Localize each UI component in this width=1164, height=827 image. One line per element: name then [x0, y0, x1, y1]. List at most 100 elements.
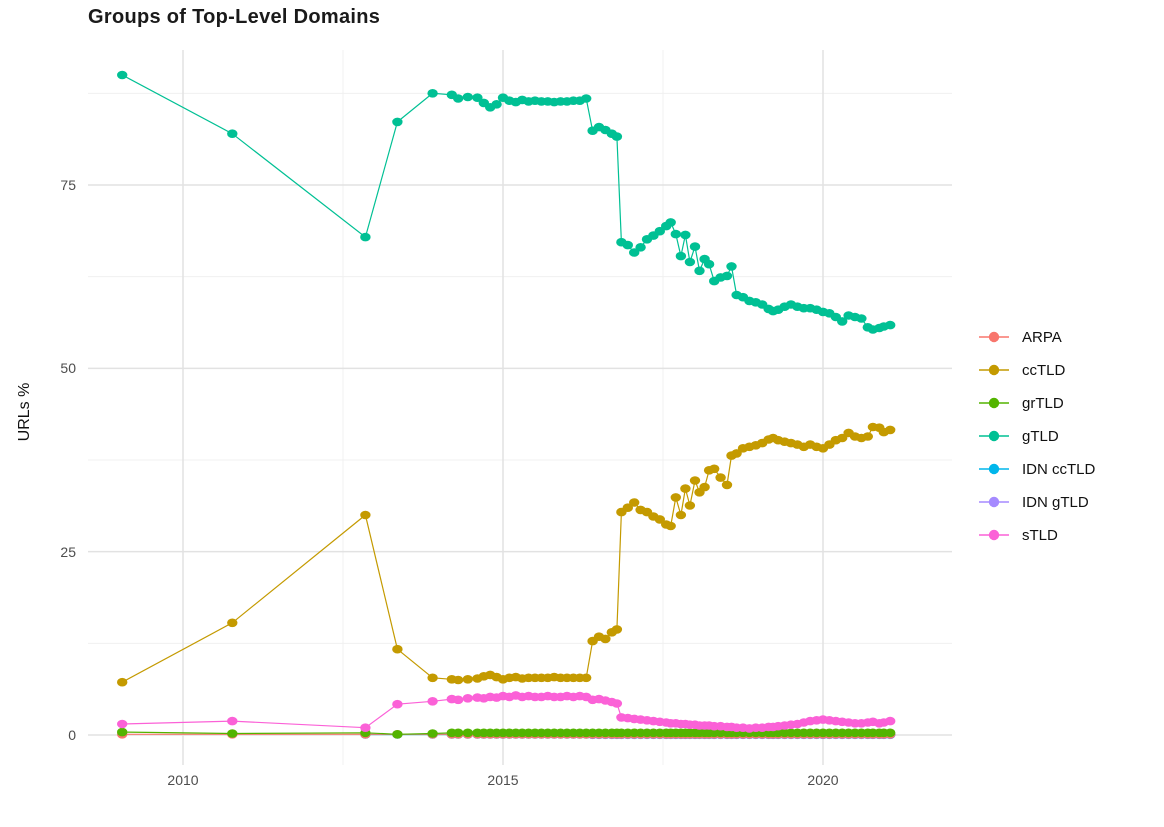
data-point	[885, 728, 896, 738]
legend-label: ccTLD	[1022, 361, 1066, 379]
data-point	[654, 226, 665, 236]
x-tick-label: 2015	[487, 772, 519, 788]
x-tick-label: 2020	[807, 772, 839, 788]
data-point	[117, 70, 128, 80]
data-point	[684, 501, 696, 510]
data-point	[227, 716, 238, 726]
legend-key-icon	[979, 397, 1009, 409]
data-point	[635, 243, 646, 252]
data-point	[670, 493, 681, 502]
legend: ARPA ccTLD grTLD gTLD IDN ccTLD	[978, 326, 1095, 546]
data-point	[665, 218, 676, 227]
legend-label: IDN ccTLD	[1022, 460, 1096, 478]
data-point	[856, 314, 867, 323]
y-tick-label: 0	[68, 727, 76, 743]
data-point	[453, 695, 464, 705]
data-point	[462, 92, 473, 102]
data-point	[427, 673, 438, 683]
legend-key-icon	[979, 364, 1009, 376]
data-point	[837, 317, 848, 326]
data-point	[462, 728, 473, 738]
data-point	[689, 242, 701, 251]
data-point	[427, 729, 438, 738]
data-point	[392, 699, 403, 709]
data-point	[731, 449, 742, 458]
data-point	[392, 730, 403, 739]
data-point	[611, 625, 623, 634]
legend-label: gTLD	[1022, 427, 1059, 445]
data-point	[453, 728, 464, 738]
legend-label: sTLD	[1022, 526, 1058, 544]
data-point	[360, 723, 371, 732]
data-point	[885, 320, 896, 330]
y-tick-label: 75	[60, 177, 76, 193]
data-point	[622, 503, 633, 512]
data-point	[227, 618, 238, 628]
data-point	[117, 727, 128, 737]
data-point	[862, 432, 873, 441]
legend-key-icon	[979, 496, 1009, 508]
data-point	[427, 697, 438, 706]
data-point	[721, 480, 733, 490]
data-point	[694, 266, 705, 276]
data-point	[709, 464, 720, 474]
data-point	[581, 673, 592, 683]
data-point	[360, 510, 371, 520]
y-tick-label: 25	[60, 543, 76, 560]
data-point	[472, 93, 483, 102]
data-point	[654, 515, 665, 524]
legend-item-gtld: gTLD	[978, 425, 1095, 447]
series-cctld	[117, 422, 896, 687]
x-tick-label: 2010	[167, 772, 199, 788]
legend-label: ARPA	[1022, 328, 1062, 346]
data-point	[117, 719, 128, 729]
series-stld	[117, 691, 896, 733]
data-point	[453, 675, 464, 685]
legend-item-idn-gtld: IDN gTLD	[978, 491, 1095, 513]
data-point	[622, 240, 633, 250]
data-point	[581, 94, 592, 103]
data-point	[726, 262, 737, 271]
chart-title: Groups of Top-Level Domains	[88, 6, 381, 28]
data-point	[675, 510, 687, 520]
data-point	[360, 232, 371, 242]
y-tick-label: 50	[60, 360, 76, 377]
data-point	[117, 677, 128, 687]
data-point	[680, 484, 691, 493]
data-point	[462, 675, 473, 684]
data-point	[629, 248, 640, 257]
data-point	[611, 132, 623, 141]
legend-item-arpa: ARPA	[978, 326, 1095, 348]
legend-key-icon	[979, 430, 1009, 442]
data-point	[670, 229, 681, 239]
data-point	[680, 230, 691, 240]
data-point	[885, 425, 896, 435]
data-point	[689, 476, 701, 485]
data-point	[227, 729, 238, 738]
series-grtld	[117, 727, 896, 739]
legend-item-stld: sTLD	[978, 524, 1095, 546]
data-point	[462, 694, 473, 703]
series-gtld	[117, 70, 896, 334]
legend-key-icon	[979, 331, 1009, 343]
data-point	[665, 521, 676, 531]
data-point	[427, 89, 438, 98]
legend-item-idn-cctld: IDN ccTLD	[978, 458, 1095, 480]
data-point	[885, 716, 896, 726]
data-point	[611, 699, 623, 708]
data-point	[699, 482, 710, 492]
data-point	[392, 117, 403, 127]
data-point	[721, 271, 733, 281]
data-point	[837, 433, 848, 443]
data-point	[715, 473, 726, 482]
data-point	[227, 129, 238, 138]
data-point	[392, 644, 403, 654]
legend-label: grTLD	[1022, 394, 1064, 412]
data-point	[600, 634, 611, 644]
data-point	[675, 251, 687, 261]
data-point	[629, 498, 640, 507]
legend-item-cctld: ccTLD	[978, 359, 1095, 381]
data-point	[491, 100, 502, 109]
data-point	[703, 259, 715, 269]
